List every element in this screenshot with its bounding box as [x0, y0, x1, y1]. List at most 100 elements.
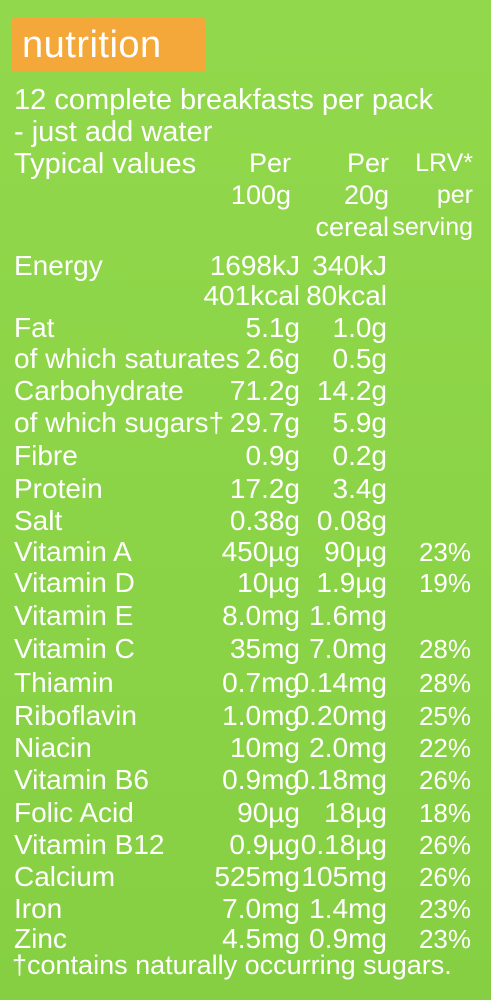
per-100g-value: 0.9µg	[229, 829, 300, 860]
table-row: Vitamin B6 0.9mg 0.18mg 26%	[0, 764, 491, 796]
per-100g-value: 5.1g	[245, 312, 301, 343]
per-serving-value: 80kcal	[306, 280, 387, 311]
per-100g-value: 1698kJ	[209, 250, 300, 281]
lrv-value: 25%	[418, 701, 471, 731]
table-row: Vitamin E 8.0mg 1.6mg	[0, 600, 491, 632]
table-row: Niacin 10mg 2.0mg 22%	[0, 732, 491, 764]
row-label: Calcium	[14, 861, 116, 892]
lrv-value: 23%	[418, 894, 471, 924]
per-100g-value: 71.2g	[229, 375, 300, 406]
row-label: Energy	[14, 250, 103, 281]
table-row: Vitamin B12 0.9µg 0.18µg 26%	[0, 829, 491, 861]
sugars-footnote: †contains naturally occurring sugars.	[12, 950, 452, 980]
lrv-value: 23%	[418, 924, 471, 954]
per-serving-value: 7.0mg	[309, 633, 387, 664]
per-serving-value: 1.4mg	[309, 893, 387, 924]
col1-header-line2: 100g	[230, 180, 291, 210]
lrv-value: 28%	[418, 668, 471, 698]
per-serving-value: 1.6mg	[309, 600, 387, 631]
row-label: Zinc	[14, 923, 67, 954]
row-label: of which sugars†	[14, 407, 225, 438]
per-serving-value: 0.18µg	[300, 829, 387, 860]
row-label: Niacin	[14, 732, 92, 763]
per-100g-value: 0.7mg	[222, 667, 300, 698]
per-100g-value: 0.38g	[229, 505, 300, 536]
per-100g-value: 401kcal	[203, 280, 300, 311]
row-label: Riboflavin	[14, 700, 137, 731]
col3-header-line2: per	[436, 181, 473, 209]
lrv-value: 18%	[418, 798, 471, 828]
per-serving-value: 5.9g	[332, 407, 388, 438]
row-label: Carbohydrate	[14, 375, 184, 406]
intro-line-1: 12 complete breakfasts per pack	[14, 84, 434, 116]
typical-values-label: Typical values	[14, 148, 197, 180]
per-100g-value: 0.9g	[245, 440, 301, 471]
row-label: Vitamin A	[14, 536, 132, 567]
table-row: Carbohydrate 71.2g 14.2g	[0, 375, 491, 407]
per-serving-value: 2.0mg	[309, 732, 387, 763]
table-row: Thiamin 0.7mg 0.14mg 28%	[0, 667, 491, 699]
per-100g-value: 0.9mg	[222, 764, 300, 795]
table-row: Protein 17.2g 3.4g	[0, 473, 491, 505]
per-serving-value: 0.20mg	[293, 700, 387, 731]
per-serving-value: 0.5g	[332, 343, 388, 374]
row-label: Vitamin C	[14, 633, 135, 664]
per-serving-value: 18µg	[324, 797, 387, 828]
per-serving-value: 0.2g	[332, 440, 388, 471]
per-serving-value: 340kJ	[312, 250, 387, 281]
table-row: Energy 1698kJ 340kJ	[0, 250, 491, 282]
per-serving-value: 0.18mg	[293, 764, 387, 795]
per-100g-value: 2.6g	[245, 343, 301, 374]
row-label: Vitamin E	[14, 600, 134, 631]
per-100g-value: 10µg	[237, 567, 300, 598]
col2-header-line1: Per	[346, 148, 389, 178]
table-row: 401kcal 80kcal	[0, 280, 491, 312]
col2-header-line2: 20g	[343, 180, 389, 210]
lrv-value: 28%	[418, 634, 471, 664]
table-row: Iron 7.0mg 1.4mg 23%	[0, 893, 491, 925]
table-row: of which saturates 2.6g 0.5g	[0, 343, 491, 375]
table-row: Fat 5.1g 1.0g	[0, 312, 491, 344]
per-100g-value: 90µg	[237, 797, 300, 828]
per-serving-value: 1.9µg	[316, 567, 387, 598]
row-label: Vitamin B12	[14, 829, 165, 860]
row-label: Vitamin D	[14, 567, 135, 598]
per-100g-value: 525mg	[214, 861, 300, 892]
per-serving-value: 90µg	[324, 536, 387, 567]
col3-header-line1: LRV*	[415, 149, 473, 177]
per-serving-value: 1.0g	[332, 312, 388, 343]
per-serving-value: 0.9mg	[309, 923, 387, 954]
lrv-value: 22%	[418, 733, 471, 763]
per-serving-value: 105mg	[301, 861, 387, 892]
table-row: Riboflavin 1.0mg 0.20mg 25%	[0, 700, 491, 732]
per-100g-value: 29.7g	[229, 407, 300, 438]
lrv-value: 19%	[418, 568, 471, 598]
table-row: Zinc 4.5mg 0.9mg 23%	[0, 923, 491, 955]
per-100g-value: 10mg	[229, 732, 300, 763]
per-100g-value: 450µg	[221, 536, 300, 567]
row-label: Salt	[14, 505, 63, 536]
per-100g-value: 17.2g	[229, 473, 300, 504]
col1-header-line1: Per	[248, 148, 291, 178]
per-100g-value: 7.0mg	[222, 893, 300, 924]
col2-header-line3: cereal	[315, 212, 389, 242]
table-row: Vitamin D 10µg 1.9µg 19%	[0, 567, 491, 599]
lrv-value: 26%	[418, 830, 471, 860]
lrv-value: 23%	[418, 537, 471, 567]
per-serving-value: 14.2g	[316, 375, 387, 406]
per-100g-value: 4.5mg	[222, 923, 300, 954]
table-row: Folic Acid 90µg 18µg 18%	[0, 797, 491, 829]
lrv-value: 26%	[418, 765, 471, 795]
row-label: Iron	[14, 893, 63, 924]
row-label: Thiamin	[14, 667, 114, 698]
table-row: Fibre 0.9g 0.2g	[0, 440, 491, 472]
per-100g-value: 35mg	[229, 633, 300, 664]
per-100g-value: 8.0mg	[222, 600, 300, 631]
nutrition-badge-label: nutrition	[22, 24, 162, 66]
row-label: Fibre	[14, 440, 78, 471]
row-label: Protein	[14, 473, 103, 504]
per-serving-value: 3.4g	[332, 473, 388, 504]
table-row: Vitamin C 35mg 7.0mg 28%	[0, 633, 491, 665]
table-row: of which sugars† 29.7g 5.9g	[0, 407, 491, 439]
